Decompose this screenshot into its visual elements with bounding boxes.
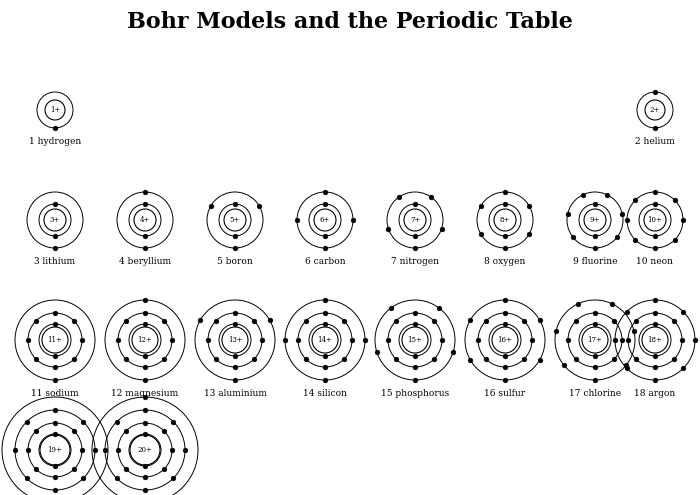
Text: 8+: 8+ xyxy=(500,216,510,224)
Text: 17+: 17+ xyxy=(587,336,603,344)
Text: 15 phosphorus: 15 phosphorus xyxy=(381,389,449,398)
Circle shape xyxy=(44,209,66,231)
Text: 6 carbon: 6 carbon xyxy=(304,257,345,266)
Text: 1+: 1+ xyxy=(50,106,60,114)
Text: 12 magnesium: 12 magnesium xyxy=(111,389,178,398)
Circle shape xyxy=(134,209,156,231)
Text: 3+: 3+ xyxy=(50,216,60,224)
Circle shape xyxy=(402,327,428,353)
Text: 12+: 12+ xyxy=(138,336,153,344)
Text: 17 chlorine: 17 chlorine xyxy=(569,389,621,398)
Text: 5 boron: 5 boron xyxy=(217,257,253,266)
Circle shape xyxy=(42,327,68,353)
Circle shape xyxy=(642,327,668,353)
Circle shape xyxy=(645,100,665,120)
Circle shape xyxy=(130,435,160,465)
Circle shape xyxy=(584,209,606,231)
Text: 3 lithium: 3 lithium xyxy=(34,257,76,266)
Text: 11 sodium: 11 sodium xyxy=(32,389,79,398)
Text: 5+: 5+ xyxy=(230,216,240,224)
Circle shape xyxy=(494,209,516,231)
Circle shape xyxy=(492,327,518,353)
Text: 1 hydrogen: 1 hydrogen xyxy=(29,137,81,146)
Circle shape xyxy=(45,100,65,120)
Text: 7+: 7+ xyxy=(410,216,420,224)
Text: 16 sulfur: 16 sulfur xyxy=(484,389,526,398)
Text: 7 nitrogen: 7 nitrogen xyxy=(391,257,439,266)
Text: Bohr Models and the Periodic Table: Bohr Models and the Periodic Table xyxy=(127,11,573,33)
Circle shape xyxy=(312,327,338,353)
Circle shape xyxy=(404,209,426,231)
Text: 13+: 13+ xyxy=(228,336,242,344)
Text: 14 silicon: 14 silicon xyxy=(303,389,347,398)
Text: 15+: 15+ xyxy=(407,336,422,344)
Text: 9 fluorine: 9 fluorine xyxy=(573,257,617,266)
Text: 4+: 4+ xyxy=(140,216,150,224)
Text: 8 oxygen: 8 oxygen xyxy=(484,257,526,266)
Circle shape xyxy=(644,209,666,231)
Circle shape xyxy=(40,435,70,465)
Text: 10 neon: 10 neon xyxy=(636,257,673,266)
Circle shape xyxy=(314,209,336,231)
Text: 18+: 18+ xyxy=(648,336,662,344)
Text: 10+: 10+ xyxy=(648,216,662,224)
Text: 20+: 20+ xyxy=(138,446,153,454)
Circle shape xyxy=(222,327,248,353)
Text: 18 argon: 18 argon xyxy=(634,389,676,398)
Text: 9+: 9+ xyxy=(590,216,600,224)
Text: 14+: 14+ xyxy=(318,336,332,344)
Text: 13 aluminium: 13 aluminium xyxy=(204,389,267,398)
Circle shape xyxy=(224,209,246,231)
Text: 2+: 2+ xyxy=(650,106,660,114)
Text: 2 helium: 2 helium xyxy=(635,137,675,146)
Text: 4 beryllium: 4 beryllium xyxy=(119,257,171,266)
Text: 6+: 6+ xyxy=(320,216,330,224)
Circle shape xyxy=(582,327,608,353)
Text: 19+: 19+ xyxy=(48,446,62,454)
Text: 16+: 16+ xyxy=(498,336,512,344)
Text: 11+: 11+ xyxy=(48,336,62,344)
Circle shape xyxy=(132,327,158,353)
